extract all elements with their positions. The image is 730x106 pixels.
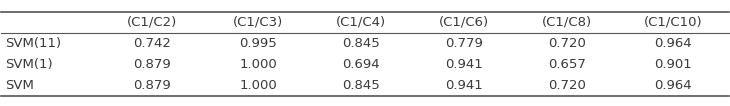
Text: 0.964: 0.964 — [655, 79, 692, 92]
Text: 0.779: 0.779 — [445, 37, 483, 50]
Text: (C1/C2): (C1/C2) — [126, 16, 177, 29]
Text: 0.845: 0.845 — [342, 79, 380, 92]
Text: 0.845: 0.845 — [342, 37, 380, 50]
Text: 0.720: 0.720 — [548, 79, 585, 92]
Text: (C1/C8): (C1/C8) — [542, 16, 591, 29]
Text: 0.941: 0.941 — [445, 79, 483, 92]
Text: (C1/C4): (C1/C4) — [336, 16, 386, 29]
Text: SVM(11): SVM(11) — [5, 37, 61, 50]
Text: SVM(1): SVM(1) — [5, 58, 53, 71]
Text: 0.657: 0.657 — [548, 58, 585, 71]
Text: SVM: SVM — [5, 79, 34, 92]
Text: 0.964: 0.964 — [655, 37, 692, 50]
Text: 0.901: 0.901 — [654, 58, 692, 71]
Text: (C1/C10): (C1/C10) — [644, 16, 702, 29]
Text: 0.742: 0.742 — [133, 37, 171, 50]
Text: 1.000: 1.000 — [239, 58, 277, 71]
Text: (C1/C3): (C1/C3) — [233, 16, 283, 29]
Text: 0.720: 0.720 — [548, 37, 585, 50]
Text: 0.879: 0.879 — [133, 79, 170, 92]
Text: 0.995: 0.995 — [239, 37, 277, 50]
Text: 0.941: 0.941 — [445, 58, 483, 71]
Text: 1.000: 1.000 — [239, 79, 277, 92]
Text: 0.694: 0.694 — [342, 58, 380, 71]
Text: 0.879: 0.879 — [133, 58, 170, 71]
Text: (C1/C6): (C1/C6) — [439, 16, 489, 29]
